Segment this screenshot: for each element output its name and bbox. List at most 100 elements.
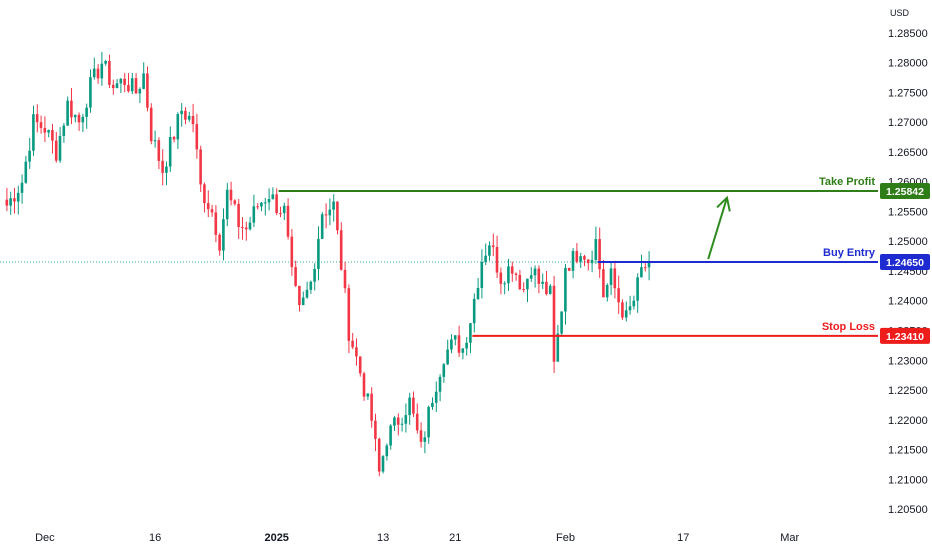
candle-body — [434, 391, 438, 403]
candle-body — [522, 289, 525, 291]
candle — [347, 284, 351, 354]
stop-loss-price-tag-text: 1.23410 — [886, 331, 924, 343]
candle-body — [73, 114, 77, 118]
candle — [381, 455, 385, 474]
candle-body — [484, 255, 487, 263]
y-tick-label: 1.28000 — [888, 58, 928, 70]
candle — [317, 226, 320, 281]
candle-body — [225, 189, 229, 220]
candle — [161, 149, 164, 186]
candle-body — [16, 192, 20, 202]
candle — [92, 57, 96, 80]
candle-body — [507, 266, 510, 284]
candle-body — [579, 256, 582, 262]
candle — [552, 276, 556, 374]
candle — [324, 203, 328, 229]
candle-body — [115, 83, 119, 89]
candle-body — [51, 130, 54, 141]
candle-body — [408, 397, 411, 416]
candlestick-series — [5, 51, 651, 477]
candle-body — [176, 114, 180, 140]
price-axis[interactable]: USD 1.28500 1.28000 1.27500 1.27000 1.26500 1.… — [880, 8, 930, 516]
candle — [180, 103, 183, 127]
candle — [499, 267, 503, 295]
candle — [571, 248, 575, 279]
candle — [229, 181, 233, 206]
candle — [358, 356, 362, 377]
candle — [632, 295, 636, 310]
candle-body — [111, 84, 115, 89]
candle-body — [43, 127, 47, 133]
candle-body — [499, 272, 503, 284]
candle — [336, 201, 339, 235]
candle — [495, 235, 499, 278]
trade-levels: Take Profit Buy Entry Stop Loss — [278, 176, 878, 337]
candle — [628, 295, 632, 315]
candle — [332, 194, 335, 222]
candle — [560, 311, 563, 336]
candle — [503, 281, 506, 295]
candle — [320, 212, 324, 239]
candle-body — [381, 456, 385, 472]
candle-body — [146, 73, 149, 108]
candle — [138, 87, 142, 103]
candle-body — [229, 189, 233, 201]
candle — [507, 258, 510, 292]
y-tick-label: 1.25500 — [888, 206, 928, 218]
candle — [199, 145, 202, 193]
take-profit-label: Take Profit — [819, 176, 875, 188]
candle — [396, 413, 400, 436]
candle-body — [480, 262, 484, 288]
candle — [374, 413, 377, 452]
candle-body — [123, 78, 126, 85]
candle — [567, 267, 571, 272]
currency-label: USD — [890, 8, 910, 18]
buy-entry-price-tag-bg — [880, 254, 930, 270]
candle-body — [446, 349, 449, 365]
time-axis[interactable]: Dec 16 2025 13 21 Feb 17 Mar — [35, 532, 799, 544]
candle-body — [130, 78, 134, 92]
candle — [5, 188, 9, 212]
x-tick-label: 17 — [677, 532, 689, 544]
candle — [522, 282, 525, 293]
candle — [43, 116, 47, 142]
candle-body — [191, 115, 195, 125]
y-tick-label: 1.25000 — [888, 236, 928, 248]
y-tick-label: 1.24000 — [888, 296, 928, 308]
candle — [480, 249, 484, 299]
candle-body — [184, 110, 187, 120]
candle-body — [32, 114, 35, 151]
candle — [96, 64, 100, 84]
candle-body — [119, 78, 123, 84]
candle-body — [469, 323, 472, 343]
candle — [89, 69, 92, 113]
candle — [609, 261, 613, 295]
candle-body — [256, 206, 259, 208]
candle — [130, 72, 134, 95]
candle — [9, 191, 12, 215]
candle-body — [5, 199, 9, 206]
candle — [241, 217, 244, 240]
candle-body — [533, 268, 537, 276]
candle — [20, 174, 24, 204]
take-profit-price-tag: 1.25842 — [880, 183, 930, 200]
candle — [16, 185, 20, 215]
candle-body — [400, 423, 404, 425]
y-tick-label: 1.23000 — [888, 355, 928, 367]
candle — [617, 275, 620, 315]
candle — [294, 260, 297, 288]
candle — [400, 417, 404, 432]
candle — [613, 260, 617, 299]
candle-body — [628, 306, 632, 311]
candle — [157, 137, 161, 170]
candle-body — [495, 247, 499, 273]
candle — [442, 362, 446, 383]
candle — [339, 222, 343, 271]
candle-body — [13, 198, 16, 202]
candle — [39, 115, 43, 134]
candle — [640, 254, 643, 278]
candle — [605, 283, 609, 302]
candle — [313, 263, 316, 291]
candle-body — [617, 288, 620, 303]
candle — [415, 403, 419, 434]
